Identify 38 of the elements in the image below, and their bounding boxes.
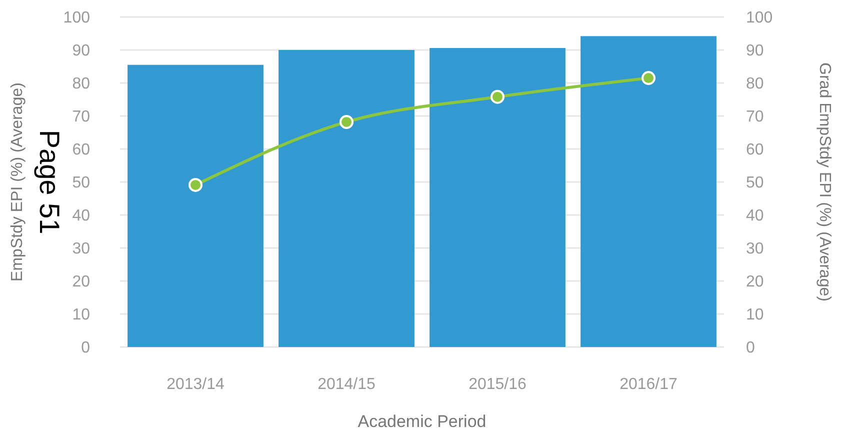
y-axis-title: EmpStdy EPI (%) (Average) [9,82,26,282]
y2-tick-label: 30 [746,240,764,258]
x-tick-label: 2015/16 [468,376,527,393]
point [188,178,202,192]
y-tick-label: 70 [72,108,90,126]
x-tick-label: 2014/15 [318,376,376,393]
bar [278,50,414,347]
y2-tick-label: 0 [746,340,755,357]
y-tick-label: 100 [63,10,90,27]
x-tick-label: 2016/17 [620,376,678,393]
y2-tick-label: 80 [746,76,764,93]
point [340,114,354,129]
x-tick-label: 2013/14 [166,376,225,393]
y-tick-label: 90 [72,42,90,60]
y2-tick-label: 100 [746,10,773,27]
y-tick-label: 80 [72,76,90,93]
y2-axis-title: Grad EmpStdy EPI (%) (Average) [816,62,833,302]
y-tick-label: 40 [72,208,90,225]
y-tick-label: 30 [72,240,90,258]
y2-tick-label: 70 [746,108,764,126]
y-tick-label: 50 [72,174,90,192]
y-tick-label: 0 [81,340,90,357]
y2-tick-label: 10 [746,306,764,324]
text: Page 51 [34,130,66,234]
y-tick-label: 20 [72,274,90,291]
y2-tick-label: 60 [746,142,764,159]
bar [580,36,716,347]
y2-tick-label: 90 [746,42,764,60]
bar [128,64,264,347]
y-tick-label: 60 [72,142,90,159]
y-tick-label: 10 [72,306,90,324]
point [642,71,656,86]
point [490,90,504,104]
y2-tick-label: 40 [746,208,764,225]
y2-tick-label: 50 [746,174,764,192]
x-axis-title: Academic Period [358,412,486,431]
bar [430,48,566,347]
y2-tick-label: 20 [746,274,764,291]
